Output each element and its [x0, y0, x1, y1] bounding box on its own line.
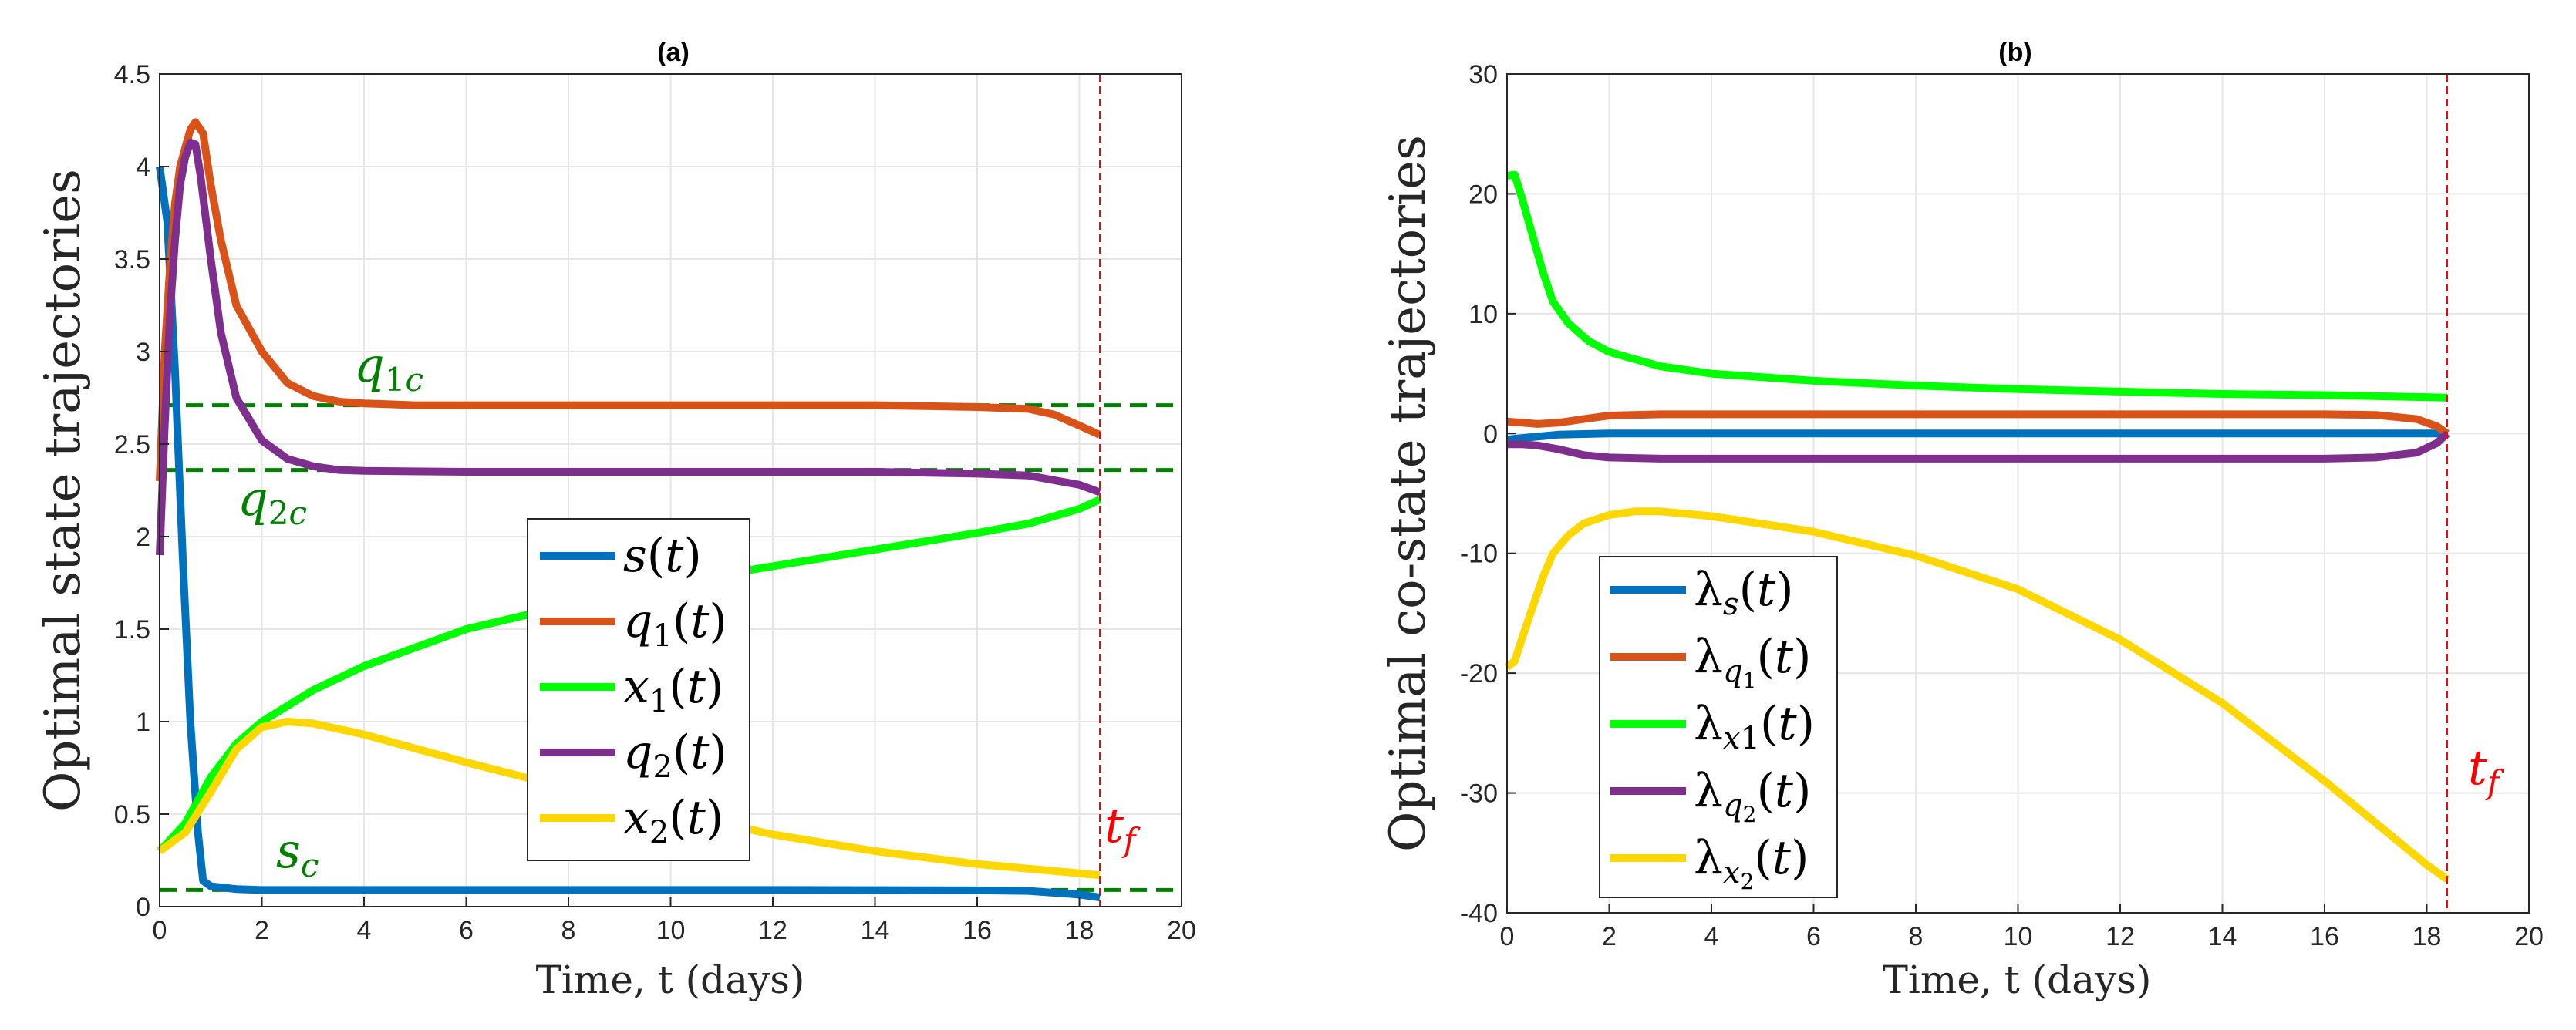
svg-text:λx1(t): λx1(t) [1694, 697, 1815, 756]
y-tick-label: 0 [1483, 419, 1498, 449]
x-tick-label: 0 [153, 916, 167, 945]
y-tick-label: 4 [136, 153, 150, 182]
svg-text:q1(t): q1(t) [623, 594, 727, 654]
panel-a-xlabel: Time, t (days) [536, 958, 805, 1002]
panel-b-chart: (b) 0 2 4 6 8 10 12 14 16 18 20 -40 -30 -20 -10 0 10 20 30… [1380, 38, 2544, 1002]
panel-b-ticks: 0 2 4 6 8 10 12 14 16 18 20 -40 -30 -20 -10 0 10 20 30 [1460, 60, 2544, 951]
panel-b-series-lines [1504, 74, 2450, 913]
x-tick-label: 0 [1500, 922, 1515, 951]
legend-item-x1: x1(t) [540, 660, 723, 719]
x-tick-label: 16 [963, 916, 992, 945]
y-tick-label: 1.5 [114, 615, 150, 645]
x-tick-label: 16 [2310, 922, 2339, 951]
svg-text:x1(t): x1(t) [623, 660, 723, 719]
x-tick-label: 12 [758, 916, 787, 945]
legend-item-x2: x2(t) [540, 791, 723, 850]
legend-item-q1: q1(t) [540, 594, 727, 654]
y-tick-label: 3 [136, 338, 150, 367]
y-tick-label: 0 [136, 893, 150, 922]
y-tick-label: 4.5 [114, 60, 150, 89]
x-tick-label: 10 [656, 916, 686, 945]
panel-a-ticks: 0 2 4 6 8 10 12 14 16 18 20 0 0.5 1 1.5 2 2.5 3 3.5 4 4.5 [114, 60, 1196, 945]
annotation-q1c: q1c [354, 337, 423, 399]
x-tick-label: 6 [1806, 922, 1821, 951]
series-line-s-t [1506, 429, 2447, 444]
legend-item-lambda-x1: λx1(t) [1610, 697, 1815, 756]
x-tick-label: 18 [1065, 916, 1094, 945]
x-tick-label: 20 [1167, 916, 1196, 945]
annotation-q2c: q2c [238, 470, 307, 532]
legend-item-lambda-s: λs(t) [1610, 563, 1794, 622]
y-tick-label: 20 [1468, 180, 1498, 209]
x-tick-label: 2 [1602, 922, 1617, 951]
y-tick-label: 1 [136, 708, 150, 737]
panel-b-legend: λs(t) λq1(t) λx1(t) λq2(t) λx2(t) [1599, 556, 1838, 898]
panel-b-ylabel: Optimal co-state trajectories [1380, 135, 1437, 852]
y-tick-label: -10 [1460, 540, 1498, 569]
x-tick-label: 14 [2208, 922, 2237, 951]
annotation-tf-a: tf [1104, 797, 1141, 859]
svg-text:λs(t): λs(t) [1694, 563, 1794, 622]
x-tick-label: 8 [1909, 922, 1924, 951]
panel-b-xlabel: Time, t (days) [1883, 958, 2152, 1002]
panel-a-title: (a) [657, 38, 690, 67]
y-tick-label: 2 [136, 523, 150, 552]
panel-b-title: (b) [1998, 38, 2031, 67]
x-tick-label: 14 [861, 916, 890, 945]
series-line-x2-t [1504, 507, 2450, 883]
panel-a-legend: s(t) q1(t) x1(t) q2(t) x2(t) [527, 518, 750, 861]
series-line-s-t [156, 166, 1101, 901]
x-tick-label: 12 [2106, 922, 2135, 951]
series-line-q-1-t [156, 118, 1102, 482]
x-tick-label: 4 [357, 916, 372, 945]
x-tick-label: 20 [2514, 922, 2544, 951]
x-tick-label: 10 [2004, 922, 2033, 951]
y-tick-label: 10 [1468, 300, 1498, 329]
y-tick-label: -30 [1460, 779, 1498, 809]
panel-a-series-lines [156, 74, 1102, 907]
y-tick-label: 2.5 [114, 430, 150, 459]
x-tick-label: 4 [1704, 922, 1719, 951]
series-line-x1-t [1506, 170, 2448, 402]
y-tick-label: 3.5 [114, 245, 150, 274]
svg-text:s(t): s(t) [623, 529, 702, 583]
y-tick-label: 0.5 [114, 800, 150, 830]
legend-item-s: s(t) [540, 529, 702, 583]
series-line-x-2-t [157, 718, 1101, 880]
annotation-tf-b: tf [2468, 739, 2504, 801]
legend-item-q2: q2(t) [540, 725, 727, 785]
y-tick-label: -40 [1460, 899, 1498, 928]
panel-a-chart: (a) 0 2 4 6 8 10 12 14 16 18 20 0 0.5 1 1.5 2 2.5 3 3.5 4 4.… [35, 38, 1196, 1002]
series-line-q2-t [1507, 430, 2450, 463]
y-tick-label: -20 [1460, 659, 1498, 688]
annotation-sc: sc [276, 823, 319, 884]
x-tick-label: 2 [255, 916, 269, 945]
x-tick-label: 8 [561, 916, 576, 945]
panel-a-ylabel: Optimal state trajectories [35, 169, 92, 812]
y-tick-label: 30 [1468, 60, 1498, 89]
x-tick-label: 18 [2412, 922, 2442, 951]
svg-text:q2(t): q2(t) [623, 725, 727, 785]
series-line-x-1-t [157, 496, 1102, 854]
x-tick-label: 6 [459, 916, 474, 945]
svg-text:x2(t): x2(t) [623, 791, 723, 850]
series-line-q1-t [1506, 410, 2450, 437]
series-line-q-2-t [156, 138, 1101, 556]
